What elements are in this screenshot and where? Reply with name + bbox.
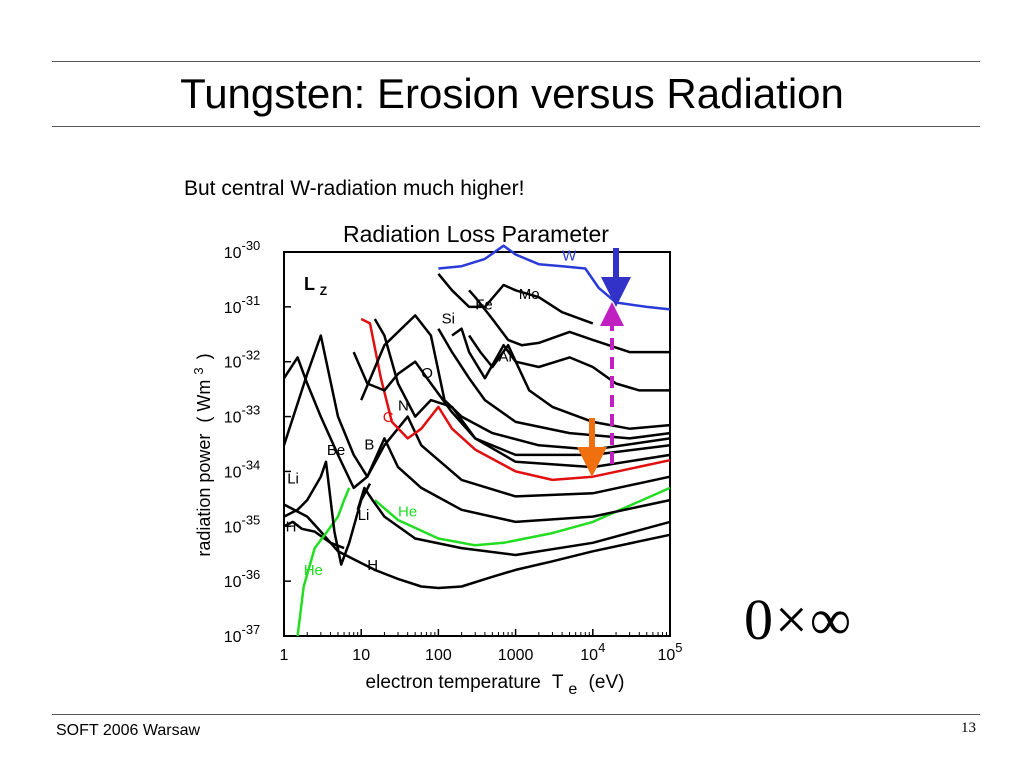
- series-line-w-17: [438, 244, 671, 311]
- corner-label-main: L: [304, 274, 315, 294]
- y-axis-label-text: radiation power: [194, 434, 214, 557]
- series-label-h-1: H: [286, 519, 297, 536]
- series-line-o-10: [352, 351, 671, 457]
- y-axis-unit-close: ): [194, 353, 214, 359]
- page-number: 13: [961, 720, 976, 736]
- arrow-layer: [577, 248, 631, 477]
- series-line-b-7: [282, 334, 671, 498]
- title-underline: [52, 126, 980, 127]
- series-label-mo-16: Mo: [519, 286, 540, 303]
- x-axis-label: electron temperature T e (eV): [366, 672, 625, 699]
- zero-times-infinity-formula: 0×∞: [744, 587, 854, 652]
- x-axis-label-text: electron temperature: [366, 672, 541, 693]
- series-line-he-3: [373, 486, 671, 547]
- y-tick-label: 10-30: [224, 238, 261, 262]
- x-tick-label: 105: [657, 640, 682, 664]
- series-label-be-6: Be: [327, 442, 345, 459]
- series-line-unlabeled-11: [360, 314, 671, 451]
- x-axis-symbol: T: [552, 672, 564, 693]
- series-label-li-5: Li: [358, 507, 370, 524]
- x-tick-label: 100: [425, 647, 452, 664]
- y-tick-label: 10-31: [224, 293, 261, 317]
- y-axis-unit: ( Wm: [194, 380, 214, 423]
- y-tick-label: 10-34: [224, 457, 261, 481]
- series-label-he-2: He: [304, 562, 323, 579]
- series-label-h-0: H: [367, 557, 378, 574]
- series-label-o-10: O: [421, 365, 433, 382]
- chart-title: Radiation Loss Parameter: [343, 221, 609, 247]
- x-axis-subscript: e: [568, 681, 577, 698]
- series-label-li-4: Li: [287, 471, 299, 488]
- series-label-he-3: He: [398, 504, 417, 521]
- series-line-unlabeled-14: [451, 327, 670, 392]
- corner-label: L Z: [304, 274, 327, 298]
- y-tick-label: 10-32: [224, 348, 261, 372]
- series-label-c-8: C: [383, 409, 394, 426]
- x-tick-label: 10: [352, 647, 370, 664]
- x-tick-label: 1: [280, 647, 289, 664]
- slide-caption: But central W-radiation much higher!: [184, 177, 525, 200]
- series-line-c-8: [360, 317, 671, 482]
- y-axis-unit-sup: 3: [191, 367, 206, 374]
- slide-title: Tungsten: Erosion versus Radiation: [180, 70, 844, 117]
- series-layer: [282, 244, 671, 637]
- series-label-b-7: B: [364, 437, 374, 454]
- footer-conference: SOFT 2006 Warsaw: [56, 722, 201, 739]
- y-tick-label: 10-35: [224, 512, 261, 536]
- series-line-si-12: [437, 328, 671, 440]
- y-tick-label: 10-37: [224, 622, 261, 646]
- series-label-fe-15: Fe: [475, 296, 493, 313]
- series-line-he-2: [296, 487, 351, 637]
- series-line-n-9: [373, 318, 671, 469]
- series-label-n-9: N: [398, 397, 409, 414]
- series-label-ar-13: Ar: [499, 349, 514, 366]
- y-tick-layer: 10-30 10-31 10-32 10-33 10-34 10-35 10-36 10-37: [224, 238, 291, 646]
- series-line-li-5: [356, 486, 671, 557]
- radiation-loss-chart: Radiation Loss Parameter 1 10 100 1000 104 10…: [187, 221, 683, 699]
- x-tick-label: 1000: [498, 647, 534, 664]
- series-line-be-6: [282, 356, 671, 524]
- series-line-h-0: [283, 503, 671, 590]
- series-line-fe-15: [468, 289, 670, 354]
- x-tick-label: 104: [580, 640, 605, 664]
- top-rule: [52, 61, 980, 62]
- series-line-li-4: [283, 460, 372, 566]
- x-tick-layer: 1 10 100 1000 104 105: [280, 629, 683, 664]
- footer-rule: [52, 714, 980, 715]
- series-label-si-12: Si: [442, 310, 455, 327]
- x-axis-unit: (eV): [589, 672, 625, 693]
- series-line-h-1: [283, 520, 345, 550]
- y-tick-label: 10-33: [224, 403, 261, 427]
- series-label-w-17: W: [562, 248, 577, 265]
- series-line-ar-13: [468, 334, 671, 430]
- y-axis-label: radiation power ( Wm 3 ): [187, 353, 214, 556]
- corner-label-sub: Z: [320, 284, 327, 298]
- y-tick-label: 10-36: [224, 567, 261, 591]
- series-line-mo-16: [437, 273, 594, 325]
